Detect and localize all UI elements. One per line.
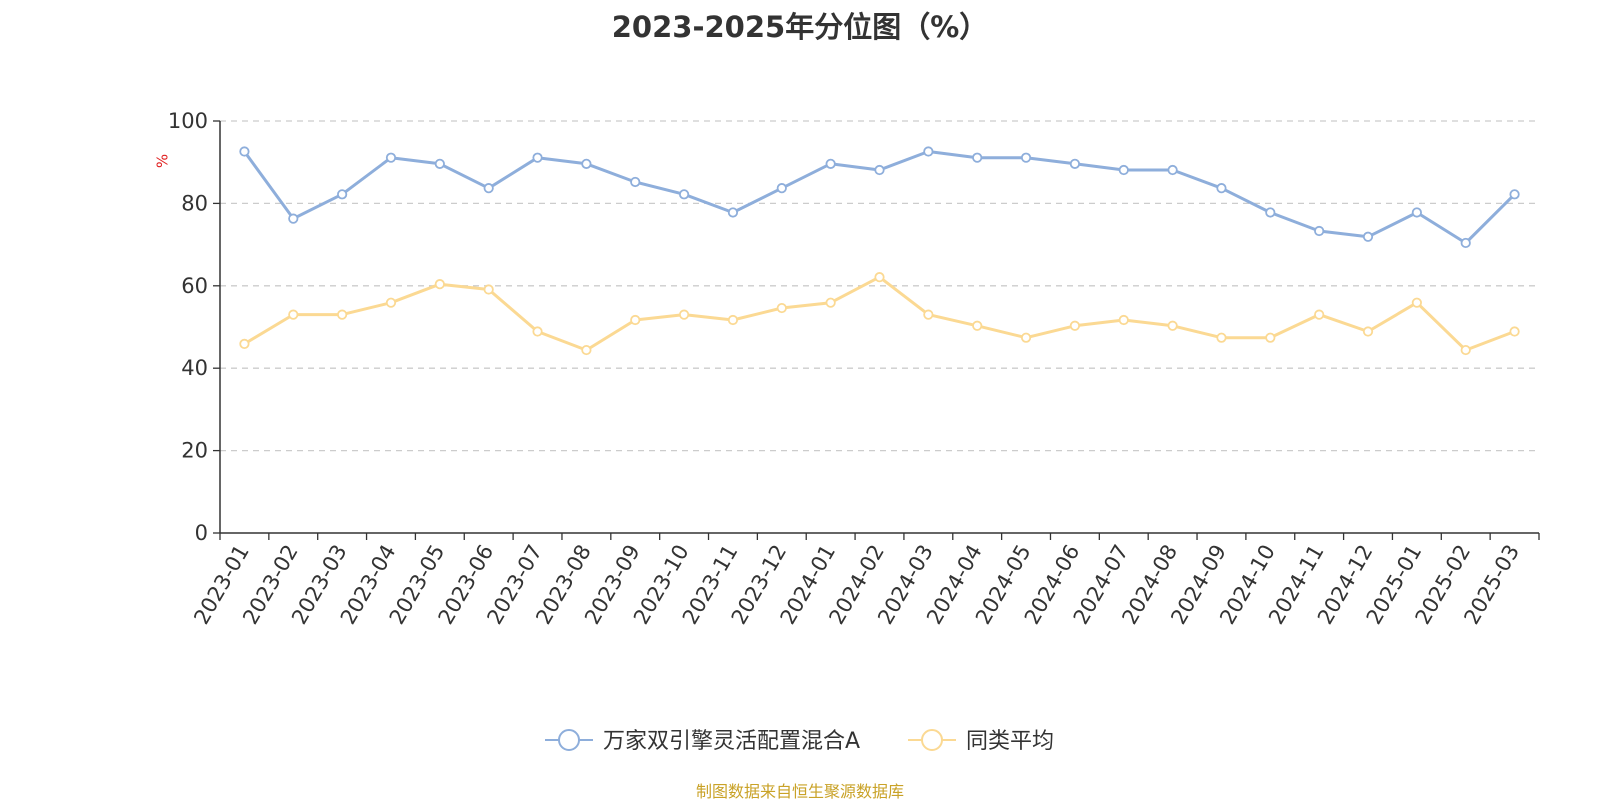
data-point (776, 183, 787, 194)
data-point (1411, 297, 1422, 308)
data-point (727, 314, 739, 326)
data-point (288, 213, 299, 224)
data-point (1118, 164, 1129, 176)
series-1 (239, 146, 1520, 249)
data-point (923, 146, 934, 157)
data-point (874, 164, 885, 176)
axes: % (154, 121, 1539, 534)
data-point (972, 152, 983, 163)
data-point (972, 320, 983, 331)
data-point (678, 309, 690, 320)
series-lines (239, 146, 1520, 356)
data-point (630, 314, 641, 326)
data-point (581, 344, 592, 356)
data-point (434, 158, 445, 169)
data-point (1216, 183, 1227, 194)
source-note: 制图数据来自恒生聚源数据库 (695, 782, 904, 801)
legend-marker (921, 729, 943, 751)
data-point (385, 297, 397, 308)
data-point (727, 207, 739, 218)
x-ticks: 2023-012023-022023-032023-042023-052023-… (189, 533, 1540, 628)
data-point (825, 158, 836, 169)
data-point (385, 152, 397, 163)
data-point (1265, 332, 1276, 343)
y-ticks: 0 20 40 60 80 100 (168, 109, 220, 545)
data-point (581, 158, 592, 169)
data-point (1460, 344, 1471, 356)
data-point (1362, 231, 1374, 242)
data-point (483, 284, 494, 295)
data-point (1167, 164, 1178, 176)
y-axis-label: % (154, 154, 172, 168)
legend-item-1[interactable]: 万家双引擎灵活配置混合A (545, 729, 860, 754)
data-point (1069, 320, 1081, 331)
y-tick-label: 60 (181, 274, 208, 298)
data-point (1069, 158, 1081, 169)
data-point (532, 152, 543, 163)
data-point (337, 189, 348, 200)
chart-title: 2023-2025年分位图（%） (611, 10, 989, 44)
data-point (923, 309, 934, 320)
legend-label: 同类平均 (966, 729, 1054, 754)
data-point (483, 183, 494, 194)
data-point (288, 309, 299, 320)
data-point (1460, 237, 1471, 249)
data-point (630, 176, 641, 188)
data-point (337, 309, 348, 320)
data-point (239, 338, 250, 349)
data-point (1265, 207, 1276, 218)
data-point (532, 326, 543, 337)
y-tick-label: 20 (181, 439, 208, 463)
data-point (874, 272, 885, 283)
data-point (678, 189, 690, 200)
data-point (1216, 332, 1227, 343)
series-2 (239, 272, 1520, 356)
data-point (825, 297, 836, 308)
data-point (1020, 332, 1032, 343)
y-tick-label: 40 (181, 356, 208, 380)
y-tick-label: 0 (195, 521, 208, 545)
data-point (1362, 326, 1374, 337)
data-point (1314, 309, 1325, 320)
legend-label: 万家双引擎灵活配置混合A (603, 729, 860, 754)
y-tick-label: 80 (181, 191, 208, 215)
data-point (1314, 225, 1325, 237)
data-point (1411, 207, 1422, 218)
data-point (239, 146, 250, 157)
y-tick-label: 100 (168, 109, 208, 133)
data-point (1509, 189, 1520, 200)
data-point (1167, 320, 1178, 331)
legend-marker (558, 729, 580, 751)
data-point (1118, 314, 1129, 326)
data-point (434, 279, 445, 290)
legend: 万家双引擎灵活配置混合A 同类平均 (545, 729, 1054, 754)
data-point (1020, 152, 1032, 163)
legend-item-2[interactable]: 同类平均 (908, 729, 1054, 754)
data-point (776, 302, 787, 314)
data-point (1509, 326, 1520, 337)
